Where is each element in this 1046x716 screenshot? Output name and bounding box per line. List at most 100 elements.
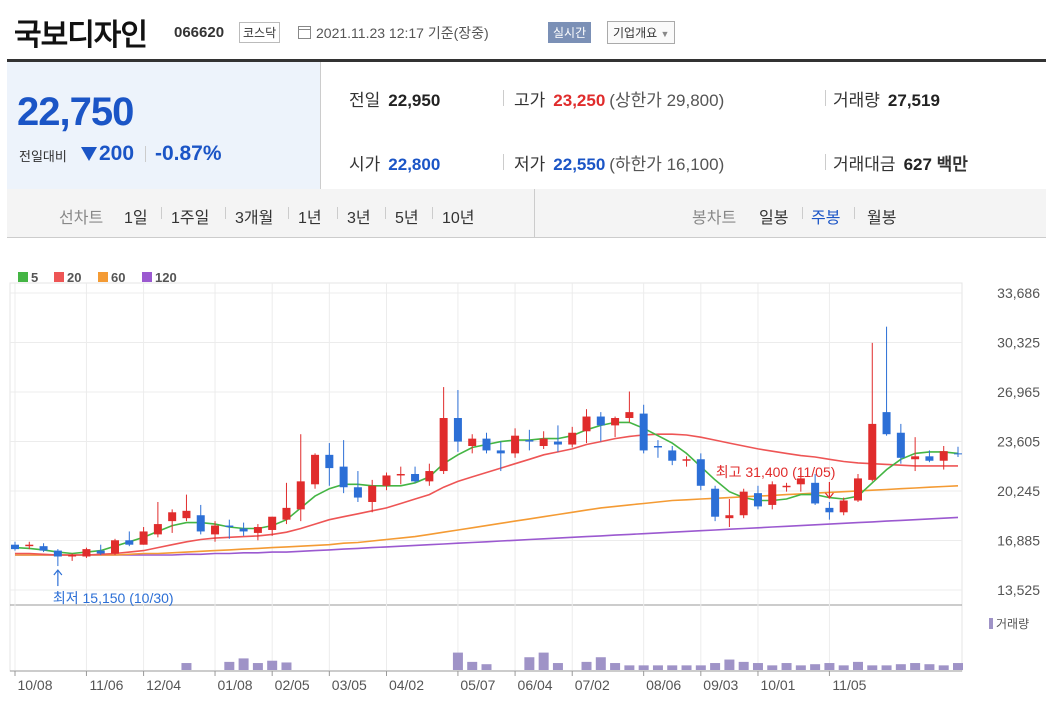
candle-body: [768, 484, 777, 505]
candle-body: [268, 516, 277, 530]
volume-bar: [810, 664, 821, 670]
divider: [161, 207, 162, 219]
volume-bar: [281, 662, 292, 670]
volume-bar: [181, 663, 192, 670]
divider: [854, 207, 855, 219]
candle-body: [111, 540, 120, 554]
candle-body: [625, 412, 634, 419]
realtime-button[interactable]: 실시간: [548, 22, 592, 43]
x-tick-label: 09/03: [703, 677, 738, 693]
y-tick-label: 23,605: [997, 434, 1040, 450]
company-overview-button[interactable]: 기업개요 ▼: [607, 21, 676, 44]
volume-bar: [267, 660, 278, 670]
low-price: 저가 22,550 (하한가 16,100): [514, 150, 724, 175]
candle-body: [653, 446, 662, 448]
volume-bar: [524, 657, 535, 670]
candle-daily[interactable]: 일봉: [759, 210, 789, 227]
period-5y[interactable]: 5년: [395, 210, 419, 227]
candle-body: [468, 438, 477, 447]
candle-body: [211, 525, 220, 535]
period-3y[interactable]: 3년: [347, 210, 371, 227]
divider: [503, 154, 504, 170]
candle-weekly[interactable]: 주봉: [811, 210, 841, 227]
ma-line-ma20: [15, 433, 958, 556]
candle-body: [611, 418, 620, 426]
candle-body: [239, 528, 248, 532]
candle-body: [482, 438, 491, 451]
period-10y[interactable]: 10년: [442, 210, 475, 227]
divider: [385, 207, 386, 219]
stock-header: 국보디자인 066620 코스닥 2021.11.23 12:17 기준(장중)…: [0, 0, 1046, 60]
volume-bar: [695, 665, 706, 670]
down-triangle-icon: [81, 147, 97, 161]
ma-line-ma120: [15, 516, 959, 556]
candle-body: [311, 454, 320, 485]
candle-chart-label: 봉차트: [692, 210, 737, 227]
candle-body: [25, 544, 34, 547]
prev-close-label: 전일: [349, 91, 381, 110]
x-tick-label: 05/07: [460, 677, 495, 693]
legend-swatch-ma60: [98, 272, 108, 282]
candle-body: [253, 527, 262, 533]
calendar-icon: [298, 26, 311, 39]
candle-body: [696, 459, 705, 486]
candle-body: [582, 416, 591, 432]
open-price: 시가 22,800: [349, 150, 440, 175]
candle-body: [739, 491, 748, 516]
candle-body: [711, 488, 720, 517]
volume-label: 거래량: [833, 91, 880, 110]
divider: [825, 154, 826, 170]
candle-body: [596, 416, 605, 426]
candle-body: [682, 459, 691, 461]
candle-body: [511, 435, 520, 454]
quote-summary: 22,750 전일대비 200 -0.87% 전일 22,950 고가 23,250…: [7, 59, 1046, 193]
x-tick-label: 04/02: [389, 677, 424, 693]
upper-limit: (상한가 29,800): [609, 91, 725, 110]
period-3m[interactable]: 3개월: [235, 210, 274, 227]
volume-bar: [738, 661, 749, 670]
volume-bar: [852, 661, 863, 670]
period-1w[interactable]: 1주일: [171, 210, 210, 227]
y-tick-label: 16,885: [997, 533, 1040, 549]
divider: [432, 207, 433, 219]
candle-body: [911, 456, 920, 460]
volume-bar: [724, 659, 735, 670]
volume-bar: [638, 665, 649, 670]
trade-amount: 거래대금 627 백만: [833, 150, 968, 175]
y-tick-label: 26,965: [997, 384, 1040, 400]
y-tick-label: 30,325: [997, 335, 1040, 351]
candle-body: [496, 450, 505, 454]
candle-body: [539, 438, 548, 447]
min-annotation: 최저 15,150 (10/30): [53, 590, 174, 606]
candle-body: [896, 432, 905, 458]
y-tick-label: 13,525: [997, 582, 1040, 598]
max-arrow-head: [824, 492, 834, 499]
x-tick-label: 06/04: [518, 677, 553, 693]
x-tick-label: 03/05: [332, 677, 367, 693]
open-value: 22,800: [388, 155, 441, 174]
volume-value: 27,519: [887, 91, 940, 110]
candle-body: [668, 450, 677, 461]
market-badge: 코스닥: [239, 22, 281, 43]
x-tick-label: 12/04: [146, 677, 181, 693]
change-label: 전일대비: [19, 149, 67, 164]
candle-body: [125, 540, 134, 545]
x-tick-label: 08/06: [646, 677, 681, 693]
candle-body: [882, 412, 891, 435]
period-1y[interactable]: 1년: [298, 210, 322, 227]
high-price: 고가 23,250 (상한가 29,800): [514, 86, 724, 111]
divider: [825, 90, 826, 106]
trade-amount-label: 거래대금: [833, 155, 896, 174]
divider: [145, 146, 146, 162]
candle-monthly[interactable]: 월봉: [867, 210, 897, 227]
period-1d[interactable]: 1일: [124, 210, 148, 227]
legend-label-ma20: 20: [67, 270, 81, 285]
candle-body: [639, 413, 648, 451]
line-chart-label: 선차트: [59, 210, 104, 227]
x-tick-label: 10/01: [760, 677, 795, 693]
stock-name: 국보디자인: [14, 19, 148, 52]
high-label: 고가: [514, 91, 546, 110]
company-overview-label: 기업개요: [613, 26, 658, 40]
volume-legend-label: 거래량: [996, 617, 1029, 631]
legend-label-ma120: 120: [155, 270, 177, 285]
